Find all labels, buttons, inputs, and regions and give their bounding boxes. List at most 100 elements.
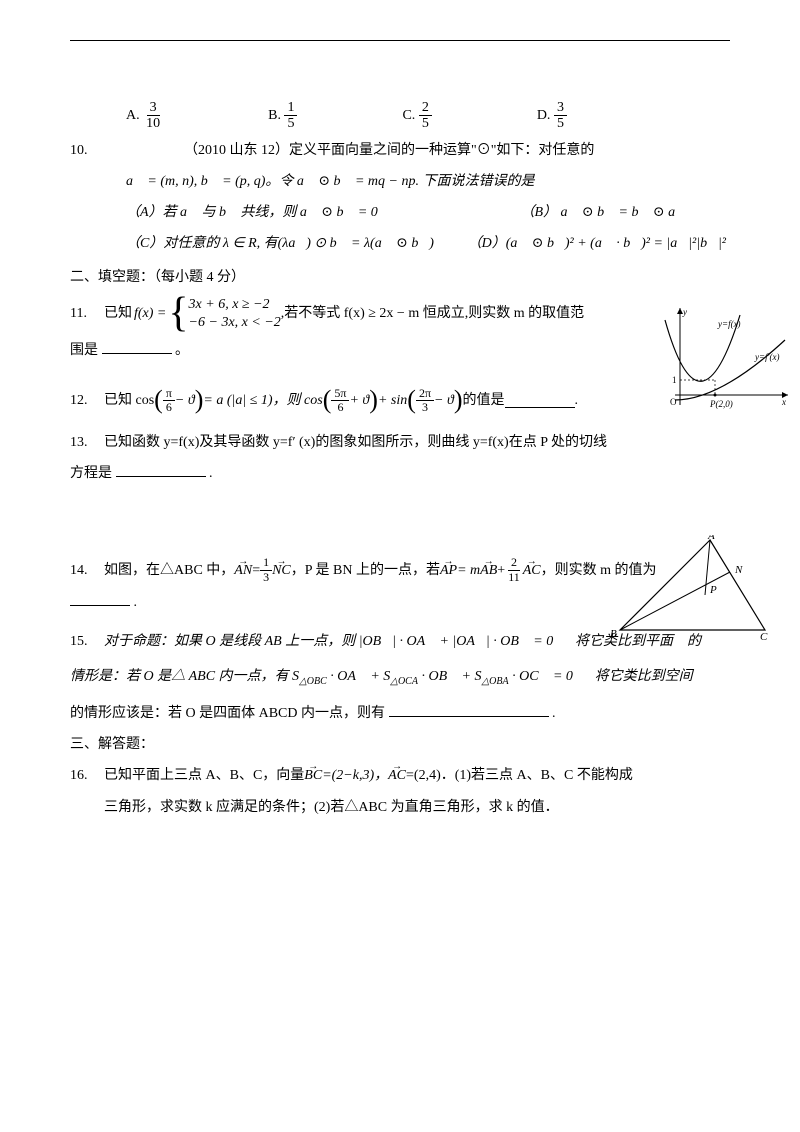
q15-line2: 情形是：若 O 是△ ABC 内一点，有 S△OBC · OA⃗ + S△OCA… — [70, 664, 730, 691]
q12-frac2: 5π 6 — [331, 387, 349, 414]
q13-blank — [116, 462, 206, 477]
left-brace: { — [168, 297, 188, 331]
q16-line2: 三角形，求实数 k 应满足的条件；(2)若△ABC 为直角三角形，求 k 的值． — [104, 795, 730, 820]
q11-end-row: 围是 。 — [70, 338, 730, 363]
q14-frac1: 1 3 — [260, 556, 272, 583]
q11: 11. 已知 f(x) = { 3x + 6, x ≥ −2 −6 − 3x, … — [70, 296, 730, 332]
one-label: 1 — [672, 375, 677, 385]
q14-mid1: ，P 是 BN 上的一点，若 — [291, 558, 440, 583]
q10-text: （2010 山东 12）定义平面向量之间的一种运算"⊙"如下：对任意的 — [184, 138, 594, 163]
q12-tail2: + ϑ — [349, 388, 369, 413]
fpx-label: y=f′(x) — [754, 352, 780, 362]
q15-period: . — [552, 706, 556, 721]
q9-optC: C. 2 5 — [402, 100, 431, 132]
top-rule — [70, 40, 730, 41]
optD-frac: 3 5 — [554, 100, 567, 132]
q11-end: 围是 — [70, 343, 98, 358]
q14-NC: →NC — [272, 558, 291, 583]
q12-tail1: − ϑ — [175, 388, 195, 413]
tri-A: A — [707, 535, 715, 542]
x-axis-label: x — [781, 397, 786, 407]
q10-optC: （C）对任意的 λ ∈ R, 有(λa⃗) ⊙ b⃗ = λ(a⃗ ⊙ b⃗) — [126, 231, 434, 256]
q9-options: A. 3 10 B. 1 5 C. 2 5 D. 3 5 — [126, 100, 730, 132]
q13-line2: 方程是 — [70, 466, 112, 481]
q14-num: 14. — [70, 558, 104, 583]
q14-plus: + — [497, 558, 505, 583]
y-axis-label: y — [682, 307, 687, 317]
section3-title: 三、解答题： — [70, 732, 730, 757]
q11-mid: ,若不等式 f(x) ≥ 2x − m 恒成立,则实数 m 的取值范 — [281, 301, 584, 326]
q11-period: 。 — [175, 343, 189, 358]
point-P: P(2,0) — [709, 399, 733, 409]
q11-case2: −6 − 3x, x < −2 — [189, 314, 281, 332]
q14-eq1: = — [252, 558, 260, 583]
q13-text: 已知函数 y=f(x)及其导函数 y=f′ (x)的图象如图所示，则曲线 y=f… — [104, 430, 607, 455]
lp3: ( — [407, 377, 416, 424]
q10-optA: （A）若 a⃗ 与 b⃗ 共线，则 a⃗ ⊙ b⃗ = 0 — [126, 200, 378, 225]
q15-num: 15. — [70, 629, 104, 654]
q14-period: . — [134, 595, 138, 610]
tri-N: N — [734, 564, 743, 576]
q12-period: . — [575, 388, 579, 413]
q11-case1: 3x + 6, x ≥ −2 — [189, 296, 281, 314]
q11-prefix: 已知 — [104, 301, 132, 326]
q10-opts-row2: （C）对任意的 λ ∈ R, 有(λa⃗) ⊙ b⃗ = λ(a⃗ ⊙ b⃗) … — [126, 231, 726, 256]
q12-num: 12. — [70, 388, 104, 413]
q14-prefix: 如图，在△ABC 中， — [104, 558, 234, 583]
rp2: ) — [369, 377, 378, 424]
optB-frac: 1 5 — [284, 100, 297, 132]
q10-opts-row1: （A）若 a⃗ 与 b⃗ 共线，则 a⃗ ⊙ b⃗ = 0 （B） a⃗ ⊙ b… — [126, 200, 686, 225]
section2-title: 二、填空题：（每小题 4 分） — [70, 265, 730, 290]
q12-prefix: 已知 cos — [104, 388, 154, 413]
optC-label: C. — [402, 103, 415, 128]
q11-func: f(x) = — [134, 301, 166, 326]
q14-blank — [70, 591, 130, 606]
q14-frac2: 2 11 — [505, 556, 523, 583]
q12-blank — [505, 393, 575, 408]
q14-AN: →AN — [234, 558, 252, 583]
graph-figure: y x O 1 y=f(x) y=f′(x) P(2,0) — [660, 305, 790, 415]
triangle-figure: A B C N P — [610, 535, 770, 645]
q15-line3: 的情形应该是：若 O 是四面体 ABCD 内一点，则有 — [70, 706, 385, 721]
fx-label: y=f(x) — [717, 319, 741, 329]
q10-optB: （B） a⃗ ⊙ b⃗ = b⃗ ⊙ a⃗ — [520, 200, 686, 225]
q13-line2-row: 方程是 . — [70, 461, 730, 486]
q12-end: 的值是 — [463, 388, 505, 413]
origin-label: O — [670, 397, 677, 407]
q16: 16. 已知平面上三点 A、B、C，向量 →BC =(2−k,3)， →AC =… — [70, 763, 730, 788]
optB-label: B. — [268, 103, 281, 128]
optD-label: D. — [537, 103, 551, 128]
q9-optD: D. 3 5 — [537, 100, 567, 132]
q12-tail3: − ϑ — [434, 388, 454, 413]
tri-B: B — [610, 628, 617, 640]
q9-optB: B. 1 5 — [268, 100, 297, 132]
q13: 13. 已知函数 y=f(x)及其导函数 y=f′ (x)的图象如图所示，则曲线… — [70, 430, 730, 455]
q15-line3-row: 的情形应该是：若 O 是四面体 ABCD 内一点，则有 . — [70, 701, 730, 726]
q10-num: 10. — [70, 138, 104, 163]
q12-frac1: π 6 — [163, 387, 175, 414]
q16-num: 16. — [70, 763, 104, 788]
q14-eq2: = m — [457, 558, 480, 583]
q11-piecewise: { 3x + 6, x ≥ −2 −6 − 3x, x < −2 — [168, 296, 280, 332]
q14-AP: →AP — [440, 558, 457, 583]
rp1: ) — [195, 377, 204, 424]
q15-blank — [389, 702, 549, 717]
q11-num: 11. — [70, 301, 104, 326]
q9-optA: A. 3 10 — [126, 100, 163, 132]
q13-period: . — [209, 466, 213, 481]
tri-P: P — [709, 584, 717, 596]
q10-optD: （D）(a⃗ ⊙ b⃗)² + (a⃗ · b⃗)² = |a⃗|²|b⃗|² — [468, 231, 726, 256]
q13-num: 13. — [70, 430, 104, 455]
q14-AC: →AC — [523, 558, 541, 583]
tri-C: C — [760, 631, 768, 643]
q16-line1a: 已知平面上三点 A、B、C，向量 — [104, 763, 304, 788]
optC-frac: 2 5 — [419, 100, 432, 132]
q16-BC: →BC — [304, 763, 322, 788]
optA-label: A. — [126, 103, 140, 128]
q12-mid2: + sin — [378, 388, 407, 413]
q11-blank — [102, 339, 172, 354]
lp1: ( — [154, 377, 163, 424]
q16-AC: →AC — [388, 763, 406, 788]
q10: 10. （2010 山东 12）定义平面向量之间的一种运算"⊙"如下：对任意的 — [70, 138, 730, 163]
q12: 12. 已知 cos ( π 6 − ϑ ) = a (|a| ≤ 1)，则 c… — [70, 377, 730, 424]
